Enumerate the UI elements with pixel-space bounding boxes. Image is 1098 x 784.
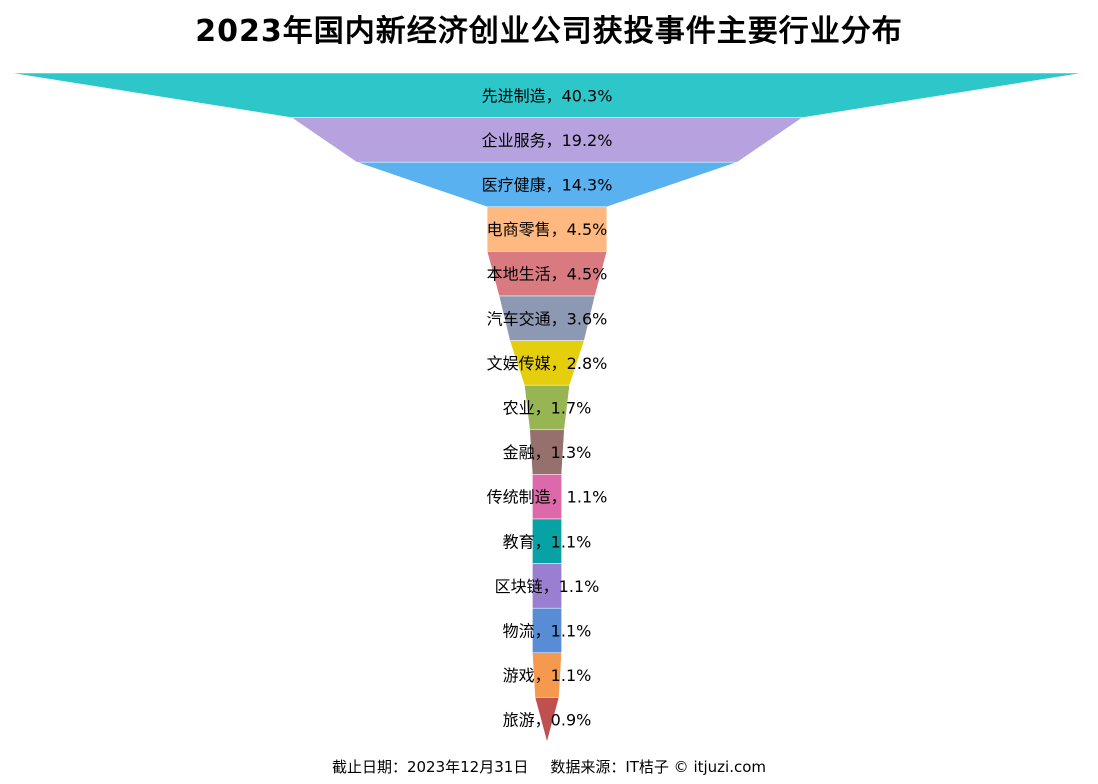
funnel-segment xyxy=(534,697,560,743)
funnel-segment-label: 教育，1.1% xyxy=(503,532,592,551)
funnel-segment-label: 电商零售，4.5% xyxy=(487,220,608,239)
funnel-segment-label: 物流，1.1% xyxy=(503,622,592,641)
funnel-segment-label: 汽车交通，3.6% xyxy=(487,309,608,328)
funnel-segment-label: 传统制造，1.1% xyxy=(487,488,608,507)
source-note: 数据来源：IT桔子 © itjuzi.com xyxy=(550,758,767,776)
funnel-segment-label: 游戏，1.1% xyxy=(503,666,592,685)
funnel-segment-label: 先进制造，40.3% xyxy=(482,86,613,105)
funnel-segment-label: 区块链，1.1% xyxy=(495,577,600,596)
chart-title: 2023年国内新经济创业公司获投事件主要行业分布 xyxy=(195,14,903,49)
funnel-segment-label: 金融，1.3% xyxy=(503,443,592,462)
date-note: 截止日期：2023年12月31日 xyxy=(331,758,529,776)
chart-footer: 截止日期：2023年12月31日 数据来源：IT桔子 © itjuzi.com xyxy=(0,756,1098,777)
funnel-segment-label: 医疗健康，14.3% xyxy=(482,176,613,195)
funnel-segment-label: 旅游，0.9% xyxy=(503,711,592,730)
funnel-segment-label: 文娱传媒，2.8% xyxy=(487,354,608,373)
funnel-segment-label: 农业，1.7% xyxy=(503,399,592,418)
funnel-segment-label: 本地生活，4.5% xyxy=(487,265,608,284)
funnel-segment-label: 企业服务，19.2% xyxy=(482,131,613,150)
